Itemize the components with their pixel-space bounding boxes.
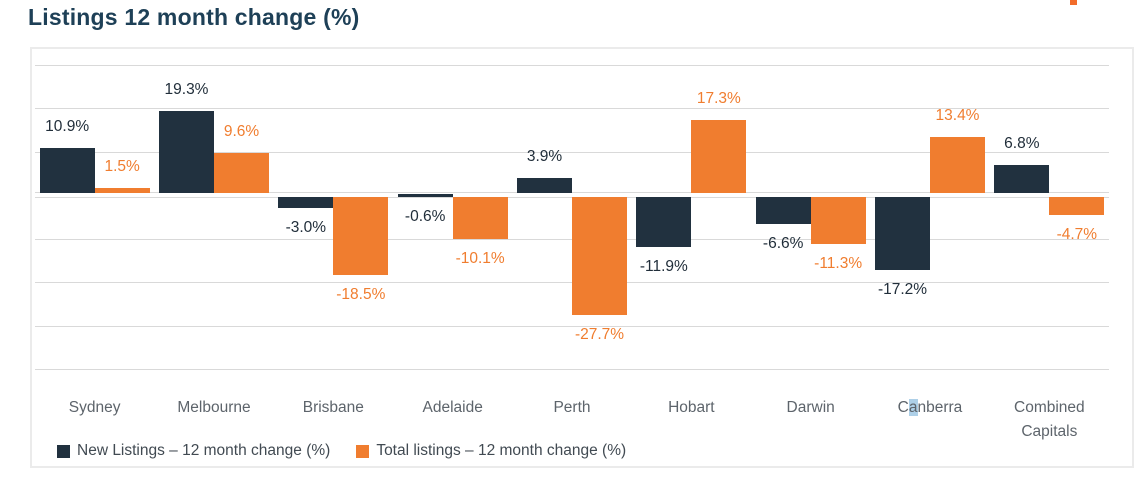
- chart-plot-area: 10.9% 19.3% -3.0% -0.6% 3.9% -11.9% -6.6% -17.2…: [35, 49, 1109, 462]
- bar-value-label: 1.5%: [104, 158, 140, 176]
- legend-item-1: Total listings – 12 month change (%): [356, 442, 626, 460]
- bar-perth-s0: [517, 178, 572, 193]
- bar-value-label: -0.6%: [404, 207, 446, 225]
- bar-value-label: -11.3%: [814, 255, 863, 273]
- bar-value-label: -11.9%: [639, 257, 688, 275]
- bar-adelaide-s1: [452, 197, 508, 239]
- bar-value-label: -17.2%: [877, 280, 928, 298]
- bar-hobart-s0: [636, 197, 692, 247]
- selected-text-highlight: a: [908, 399, 918, 416]
- category-label-canberra: Canberra: [897, 399, 963, 416]
- legend-swatch-icon: [356, 444, 370, 458]
- bar-combined-capitals-s0: [994, 165, 1050, 193]
- chart-legend: New Listings – 12 month change (%) Total …: [57, 442, 626, 460]
- bar-combined-capitals-s1: [1049, 197, 1105, 216]
- bar-value-label: 3.9%: [526, 148, 563, 166]
- bar-melbourne-s0: [159, 111, 214, 193]
- chart-card: 10.9% 19.3% -3.0% -0.6% 3.9% -11.9% -6.6% -17.2…: [30, 47, 1134, 468]
- bar-value-label: 6.8%: [1004, 135, 1040, 153]
- bar-darwin-s1: [810, 197, 866, 245]
- gridline: [35, 151, 1109, 153]
- gridline: [35, 325, 1109, 327]
- bar-value-label: 9.6%: [223, 123, 260, 141]
- bar-hobart-s1: [691, 119, 747, 193]
- category-label-melbourne: Melbourne: [177, 399, 251, 416]
- legend-item-0: New Listings – 12 month change (%): [57, 442, 330, 460]
- legend-swatch-icon: [57, 444, 70, 458]
- legend-label: New Listings – 12 month change (%): [77, 442, 331, 459]
- gridline: [35, 108, 1109, 109]
- gridline-zero-upper: [35, 192, 1109, 193]
- bar-value-label: -4.7%: [1056, 226, 1098, 244]
- bar-darwin-s0: [755, 197, 811, 224]
- bar-value-label: -6.6%: [762, 234, 804, 252]
- bar-value-label: 17.3%: [696, 89, 741, 107]
- bar-value-label: -27.7%: [574, 326, 625, 344]
- cropped-logo-fragment-icon: [1070, 0, 1077, 5]
- category-label-darwin: Darwin: [786, 399, 835, 416]
- category-label-combined-capitals: Combined Capitals: [1014, 399, 1085, 440]
- category-label-perth: Perth: [553, 399, 591, 416]
- page-title: Listings 12 month change (%): [28, 4, 360, 30]
- bar-value-label: 13.4%: [935, 106, 980, 124]
- bar-value-label: -3.0%: [285, 219, 327, 237]
- bar-perth-s1: [572, 197, 627, 316]
- gridline: [35, 369, 1109, 370]
- bar-brisbane-s0: [278, 197, 334, 209]
- bar-sydney-s0: [39, 147, 95, 193]
- bar-canberra-s1: [930, 136, 985, 193]
- gridline: [35, 64, 1109, 66]
- bar-adelaide-s0: [397, 194, 453, 197]
- bar-value-label: 19.3%: [164, 81, 209, 99]
- bar-value-label: 10.9%: [45, 117, 90, 135]
- legend-label: Total listings – 12 month change (%): [376, 442, 627, 459]
- bar-canberra-s0: [875, 197, 930, 270]
- category-label-adelaide: Adelaide: [422, 399, 483, 416]
- bar-melbourne-s1: [214, 153, 269, 193]
- bar-brisbane-s1: [333, 197, 389, 276]
- bar-value-label: -10.1%: [455, 249, 505, 267]
- bar-value-label: -18.5%: [336, 286, 386, 304]
- bar-sydney-s1: [94, 188, 150, 193]
- category-label-sydney: Sydney: [68, 399, 121, 416]
- category-label-brisbane: Brisbane: [302, 399, 364, 416]
- category-label-hobart: Hobart: [668, 399, 715, 416]
